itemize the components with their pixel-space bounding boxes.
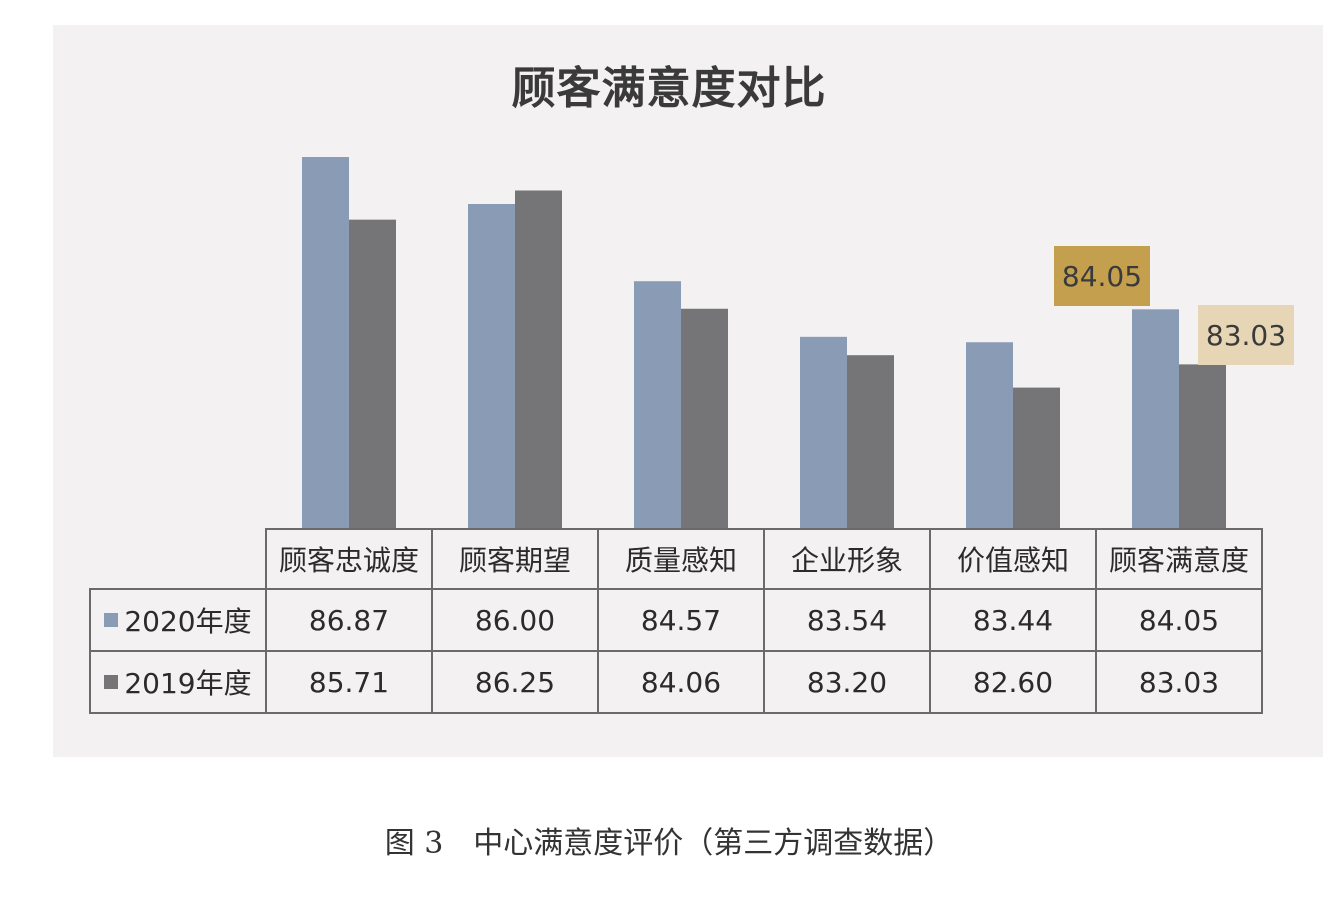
category-label: 顾客忠诚度 (265, 528, 433, 590)
table-cell: 86.25 (431, 650, 599, 714)
bar-2020-3 (800, 336, 847, 528)
bar-2020-2 (634, 281, 681, 528)
table-cell: 83.44 (929, 588, 1097, 652)
data-table: 顾客忠诚度 顾客期望 质量感知 企业形象 价值感知 顾客满意度 2020年度 8… (89, 528, 1263, 714)
legend-swatch-2019 (104, 675, 119, 689)
legend-swatch-2020 (104, 613, 119, 627)
data-label-2020: 84.05 (1054, 246, 1150, 307)
bar-2019-0 (349, 219, 396, 528)
table-cell: 86.87 (265, 588, 433, 652)
bar-2019-1 (515, 190, 562, 528)
bar-2020-1 (468, 204, 515, 528)
figure-caption: 图 3 中心满意度评价（第三方调查数据） (384, 826, 954, 861)
table-cell: 84.06 (597, 650, 765, 714)
bar-2020-4 (966, 342, 1013, 528)
table-cell: 86.00 (431, 588, 599, 652)
table-cell: 82.60 (929, 650, 1097, 714)
table-cell: 83.03 (1095, 650, 1263, 714)
table-row: 2019年度 85.71 86.25 84.06 83.20 82.60 83.… (89, 650, 1263, 714)
bar-2019-2 (681, 308, 728, 528)
category-label: 顾客满意度 (1095, 528, 1263, 590)
table-header-row: 顾客忠诚度 顾客期望 质量感知 企业形象 价值感知 顾客满意度 (90, 528, 1263, 590)
table-row: 2020年度 86.87 86.00 84.57 83.54 83.44 84.… (89, 588, 1263, 652)
table-cell: 83.20 (763, 650, 931, 714)
category-label: 顾客期望 (431, 528, 599, 590)
table-cell: 84.05 (1095, 588, 1263, 652)
table-cell: 84.57 (597, 588, 765, 652)
table-cell: 85.71 (265, 650, 433, 714)
bar-2020-5 (1132, 309, 1179, 528)
bar-2019-3 (847, 355, 894, 528)
data-label-2019: 83.03 (1198, 305, 1294, 366)
bar-2020-0 (302, 157, 349, 528)
series-label: 2019年度 (89, 650, 267, 714)
bar-2019-5 (1179, 364, 1226, 528)
category-label: 质量感知 (597, 528, 765, 590)
table-cell: 83.54 (763, 588, 931, 652)
series-label: 2020年度 (89, 588, 267, 652)
category-label: 价值感知 (929, 528, 1097, 590)
category-label: 企业形象 (763, 528, 931, 590)
chart-title: 顾客满意度对比 (511, 63, 827, 114)
bar-2019-4 (1013, 387, 1060, 528)
